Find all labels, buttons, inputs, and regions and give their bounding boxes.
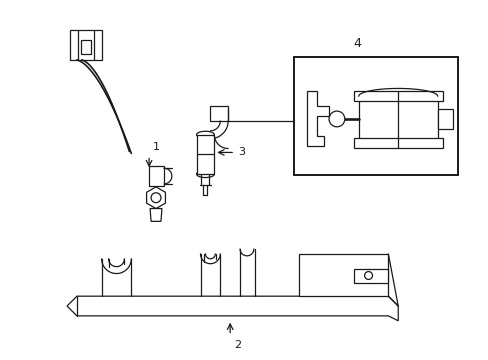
Polygon shape — [146, 187, 165, 208]
Text: 2: 2 — [234, 339, 241, 350]
Ellipse shape — [196, 131, 214, 138]
Polygon shape — [294, 57, 457, 175]
Polygon shape — [149, 166, 163, 186]
Polygon shape — [210, 106, 228, 121]
Polygon shape — [81, 40, 91, 54]
Circle shape — [328, 111, 344, 127]
Text: 1: 1 — [153, 143, 160, 152]
Polygon shape — [353, 269, 387, 283]
Polygon shape — [306, 91, 328, 145]
Polygon shape — [358, 96, 437, 143]
Polygon shape — [67, 296, 397, 321]
Polygon shape — [353, 91, 442, 101]
Polygon shape — [150, 208, 162, 221]
Polygon shape — [196, 135, 214, 174]
Ellipse shape — [196, 171, 214, 177]
Polygon shape — [437, 109, 452, 129]
Polygon shape — [353, 138, 442, 148]
Polygon shape — [299, 254, 387, 296]
Text: 4: 4 — [353, 37, 361, 50]
Polygon shape — [70, 30, 102, 60]
Text: 3: 3 — [238, 148, 244, 157]
